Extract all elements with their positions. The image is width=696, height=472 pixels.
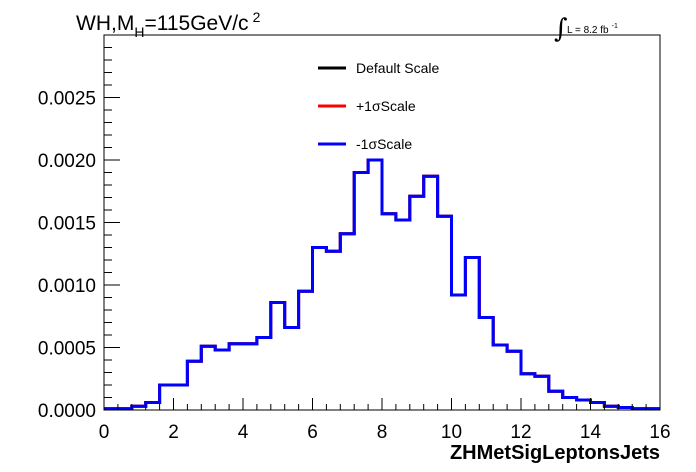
lumi-value: L = 8.2 fb bbox=[567, 25, 609, 36]
y-tick-label: 0.0015 bbox=[38, 214, 96, 235]
y-tick-label: 0.0010 bbox=[38, 276, 96, 297]
x-tick-label: 16 bbox=[649, 422, 670, 443]
title-superscript: 2 bbox=[253, 9, 261, 25]
chart-title: WH,MH=115GeV/c 2 bbox=[76, 9, 261, 40]
x-tick-label: 14 bbox=[580, 422, 602, 443]
lumi-superscript: -1 bbox=[612, 23, 618, 30]
x-tick-label: 0 bbox=[99, 422, 110, 443]
x-tick-label: 10 bbox=[441, 422, 462, 443]
x-tick-label: 4 bbox=[238, 422, 249, 443]
lumi-label: L = 8.2 fb -1 bbox=[567, 23, 618, 36]
title-subscript: H bbox=[134, 24, 144, 40]
x-tick-label: 12 bbox=[510, 422, 531, 443]
y-axis-ticks: 0.0000 0.0005 0.0010 0.0015 0.0020 0.0025 bbox=[38, 34, 120, 422]
legend: Default Scale +1σScale -1σScale bbox=[318, 60, 439, 152]
legend-label-0: Default Scale bbox=[356, 60, 439, 76]
lumi-integral-sign: ∫ bbox=[554, 14, 568, 44]
histogram-series-2 bbox=[104, 158, 660, 411]
legend-label-1: +1σScale bbox=[356, 98, 416, 114]
x-axis-ticks: 0 2 4 6 8 10 12 14 16 bbox=[99, 398, 671, 443]
x-axis-title: ZHMetSigLeptonsJets bbox=[450, 442, 660, 464]
x-tick-label: 2 bbox=[168, 422, 179, 443]
histogram-series-group bbox=[104, 158, 660, 411]
x-tick-label: 8 bbox=[377, 422, 388, 443]
y-tick-label: 0.0005 bbox=[38, 339, 96, 360]
legend-label-2: -1σScale bbox=[356, 136, 412, 152]
title-main: WH,M bbox=[76, 12, 134, 35]
title-suffix: =115GeV/c bbox=[144, 12, 248, 35]
y-tick-label: 0.0025 bbox=[38, 89, 96, 110]
y-tick-label: 0.0020 bbox=[38, 151, 96, 172]
x-tick-label: 6 bbox=[307, 422, 318, 443]
y-tick-label: 0.0000 bbox=[38, 401, 96, 422]
